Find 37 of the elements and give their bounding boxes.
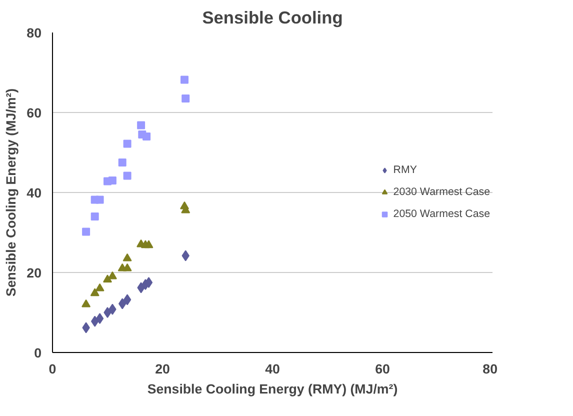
y-tick-label: 80: [26, 26, 42, 40]
x-tick-label: 40: [265, 362, 280, 376]
point: [95, 283, 104, 292]
point: [103, 274, 112, 283]
point: [180, 76, 188, 84]
point: [82, 228, 90, 236]
point: [182, 94, 190, 102]
y-tick-label: 20: [26, 266, 42, 280]
point: [122, 253, 132, 262]
point: [122, 263, 132, 272]
point: [118, 158, 126, 166]
legend-label: 2050 Warmest Case: [393, 208, 490, 220]
x-tick-label: 60: [375, 362, 390, 376]
legend-label: 2030 Warmest Case: [393, 186, 490, 198]
x-tick-label: 0: [48, 362, 56, 376]
x-tick-label: 20: [155, 362, 170, 376]
point: [104, 307, 112, 318]
x-axis-title: Sensible Cooling Energy (RMY) (MJ/m²): [147, 382, 398, 396]
point: [82, 299, 91, 308]
point: [96, 313, 104, 324]
y-tick-label: 60: [26, 106, 42, 120]
x-tick-label: 80: [482, 362, 498, 376]
point: [137, 121, 146, 130]
y-tick-label: 0: [34, 346, 42, 360]
point: [108, 176, 116, 184]
legend-label: RMY: [393, 164, 418, 176]
point: [90, 288, 100, 296]
point: [123, 140, 132, 148]
y-tick-label: 40: [26, 186, 42, 200]
y-axis-title: Sensible Cooling Energy (MJ/m²): [4, 88, 19, 297]
point: [123, 294, 132, 306]
point: [144, 240, 154, 248]
point: [96, 196, 104, 204]
point: [90, 212, 99, 220]
point: [123, 172, 132, 180]
chart-title: Sensible Cooling: [202, 8, 343, 28]
point: [142, 132, 151, 140]
